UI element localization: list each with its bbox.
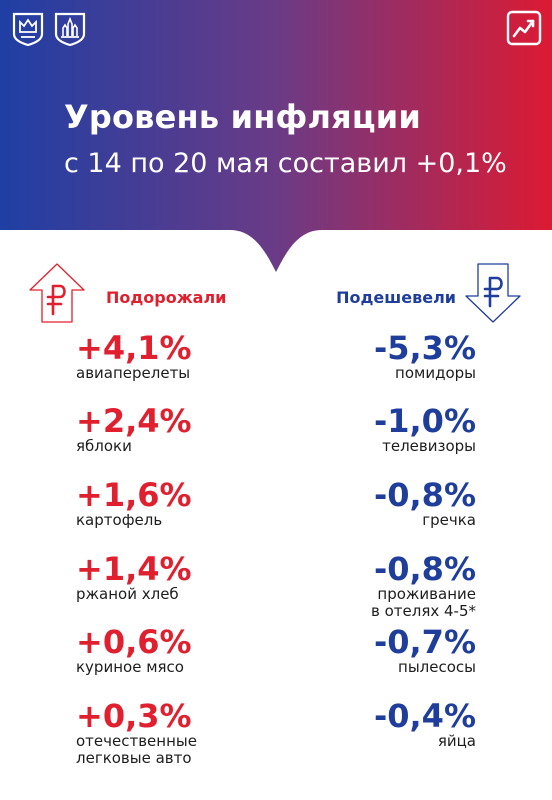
page-title: Уровень инфляции	[64, 98, 422, 136]
page-subtitle: с 14 по 20 мая составил +0,1%	[64, 148, 507, 179]
price-down-label-line2: в отелях 4-5*	[370, 602, 476, 620]
price-down-heading: Подешевели	[336, 288, 456, 307]
price-down-value: -0,4%	[373, 697, 476, 735]
price-up-label: куриное мясо	[76, 658, 184, 676]
price-down-label: пылесосы	[398, 658, 476, 676]
price-up-label: яблоки	[76, 437, 132, 455]
price-down-item: -0,4% яйца	[374, 699, 476, 750]
price-up-item: +2,4% яблоки	[76, 404, 192, 455]
price-up-value: +0,6%	[76, 623, 192, 661]
price-down-item: -0,8% проживание в отелях 4-5*	[371, 552, 476, 620]
ruble-arrow-up-icon	[29, 263, 85, 323]
price-up-label-line2: легковые авто	[76, 749, 192, 767]
price-up-item: +4,1% авиаперелеты	[76, 331, 192, 382]
price-down-item: -0,8% гречка	[374, 478, 476, 529]
price-down-item: -5,3% помидоры	[374, 331, 476, 382]
price-up-item: +0,6% куриное мясо	[76, 625, 192, 676]
price-down-label: гречка	[422, 511, 476, 529]
price-up-label: картофель	[76, 511, 163, 529]
price-up-item: +1,4% ржаной хлеб	[76, 552, 192, 603]
price-up-item: +1,6% картофель	[76, 478, 192, 529]
price-up-value: +1,6%	[76, 476, 192, 514]
price-up-value: +0,3%	[76, 697, 192, 735]
header-gradient-banner	[0, 0, 552, 272]
price-up-label: авиаперелеты	[76, 364, 191, 382]
kremlin-emblem-icon	[54, 12, 86, 46]
ruble-arrow-down-icon	[465, 263, 521, 323]
price-up-value: +1,4%	[76, 550, 192, 588]
price-down-value: -0,7%	[373, 623, 476, 661]
trend-chart-icon	[506, 10, 542, 46]
price-down-label: проживание	[377, 585, 476, 603]
price-down-value: -0,8%	[373, 476, 476, 514]
price-up-value: +2,4%	[76, 402, 192, 440]
price-up-label: ржаной хлеб	[76, 585, 179, 603]
price-up-value: +4,1%	[76, 329, 192, 367]
city-emblem-icon	[12, 12, 44, 46]
price-down-value: -0,8%	[373, 550, 476, 588]
price-down-item: -1,0% телевизоры	[374, 404, 476, 455]
price-up-heading: Подорожали	[106, 288, 227, 307]
price-down-label: телевизоры	[382, 437, 476, 455]
price-down-item: -0,7% пылесосы	[374, 625, 476, 676]
price-down-label: помидоры	[395, 364, 476, 382]
price-up-item: +0,3% отечественные легковые авто	[76, 699, 197, 767]
price-down-value: -5,3%	[373, 329, 476, 367]
price-down-label: яйца	[437, 732, 476, 750]
price-up-label: отечественные	[76, 732, 197, 750]
price-down-value: -1,0%	[373, 402, 476, 440]
